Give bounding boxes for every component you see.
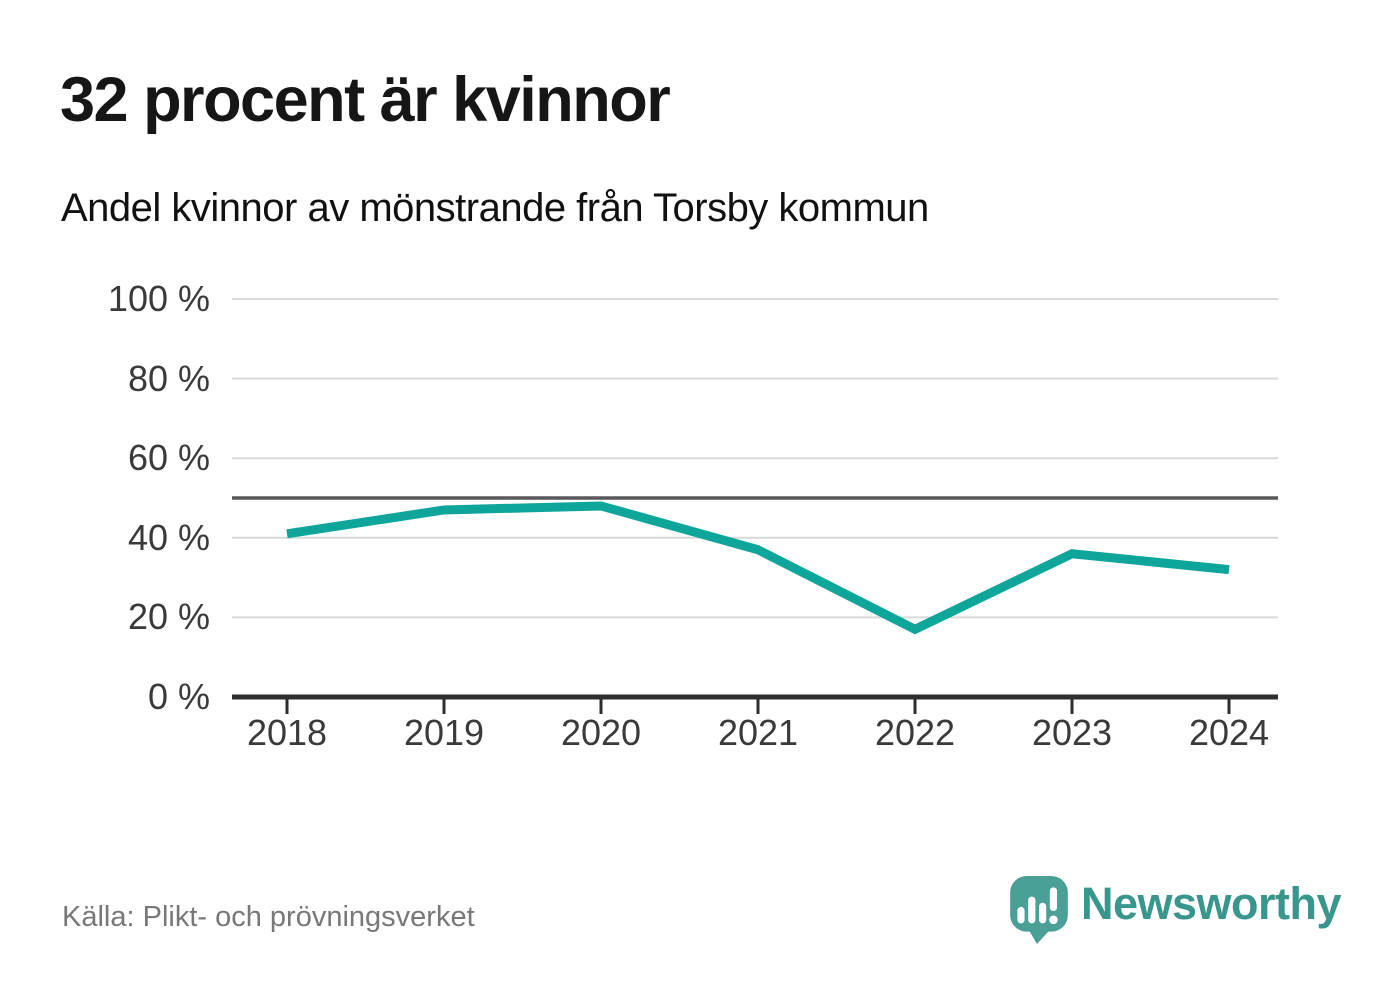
x-axis-tick-label: 2023	[1031, 712, 1113, 753]
y-axis-tick-label: 40 %	[127, 516, 210, 558]
x-axis-tick-label: 2020	[560, 712, 642, 753]
chart-subtitle: Andel kvinnor av mönstrande från Torsby …	[61, 186, 929, 230]
x-axis-tick-label: 2019	[403, 712, 485, 753]
x-axis-tick-label: 2022	[874, 712, 956, 753]
y-axis-tick-label: 60 %	[127, 437, 210, 479]
brand-logo: Newsworthy	[1010, 876, 1342, 944]
y-axis-tick-label: 100 %	[107, 278, 210, 319]
y-axis-tick-label: 20 %	[127, 596, 210, 638]
chart-title: 32 procent är kvinnor	[60, 65, 671, 135]
x-axis-tick-label: 2024	[1188, 712, 1270, 753]
x-axis-tick-label: 2021	[717, 712, 799, 753]
brand-wordmark: Newsworthy	[1081, 878, 1342, 929]
data-line	[286, 501, 1230, 635]
y-axis-tick-label: 80 %	[127, 357, 210, 399]
x-axis-tick-label: 2018	[246, 712, 328, 753]
source-note: Källa: Plikt- och prövningsverket	[62, 901, 475, 933]
speech-bubble-bar-chart-exclamation-icon	[1010, 876, 1068, 944]
y-axis-tick-label: 0 %	[147, 676, 210, 717]
